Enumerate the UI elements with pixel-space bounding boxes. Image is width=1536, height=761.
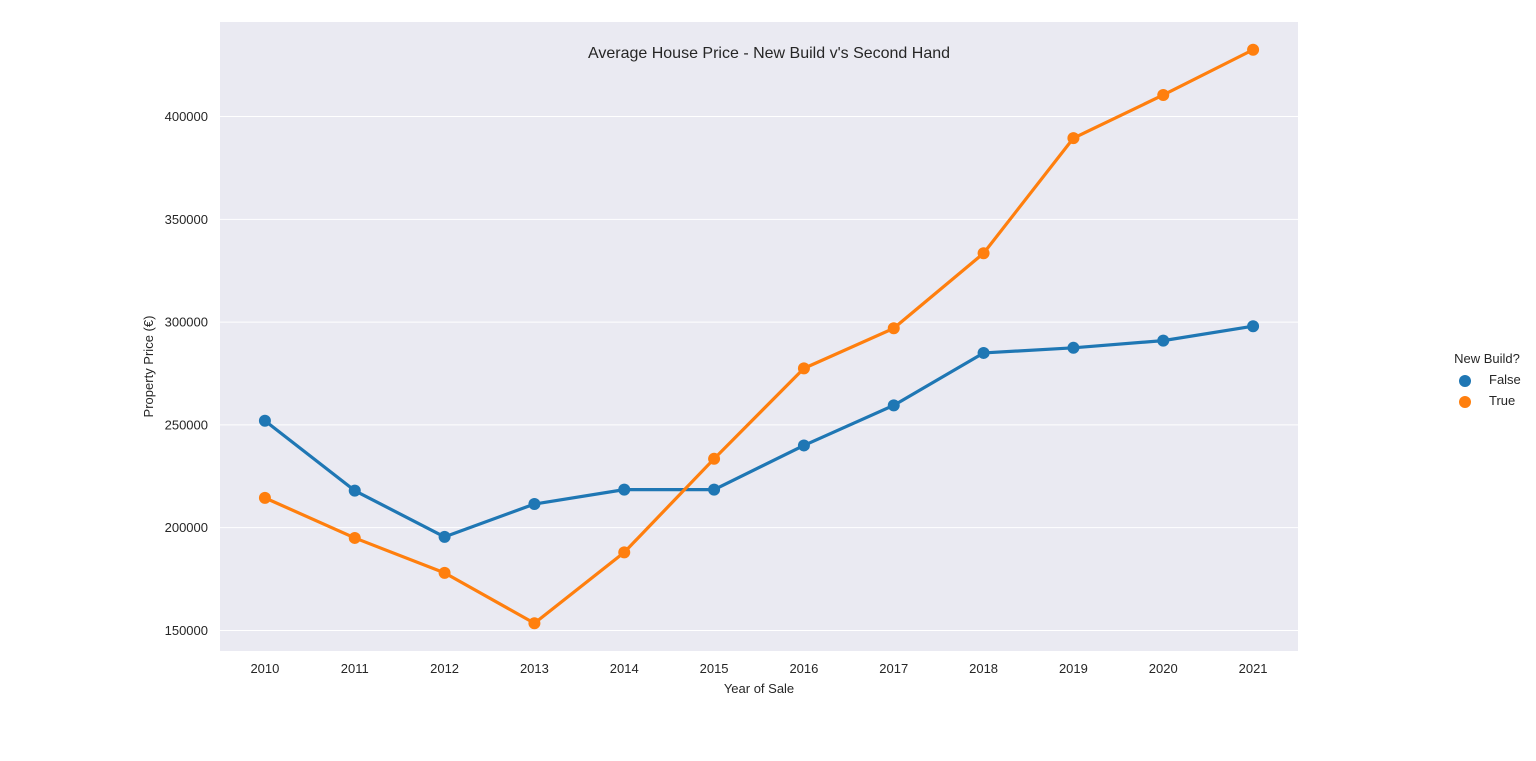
- legend-item: True: [1459, 393, 1515, 408]
- x-tick-label: 2013: [520, 661, 549, 676]
- data-point: [797, 362, 810, 375]
- x-tick-label: 2015: [700, 661, 729, 676]
- data-point: [977, 247, 990, 260]
- data-point: [348, 531, 361, 544]
- series-false: [258, 320, 1260, 543]
- series-line: [263, 324, 1255, 539]
- data-point: [438, 566, 451, 579]
- data-point: [438, 530, 451, 543]
- data-point: [258, 414, 271, 427]
- data-point: [1157, 88, 1170, 101]
- y-tick-label: 350000: [165, 212, 208, 227]
- x-tick-label: 2020: [1149, 661, 1178, 676]
- y-tick-label: 300000: [165, 315, 208, 330]
- data-point: [708, 452, 721, 465]
- x-axis-ticks: 2010 2011 2012 2013 2014 2015 2016 2017 2018 2019…: [250, 661, 1267, 676]
- data-point: [618, 546, 631, 559]
- legend: New Build? False True: [1454, 351, 1521, 408]
- series-true: [258, 43, 1260, 630]
- series-line: [263, 48, 1255, 625]
- y-tick-label: 400000: [165, 109, 208, 124]
- legend-label: True: [1489, 393, 1515, 408]
- data-point: [348, 484, 361, 497]
- x-tick-label: 2011: [341, 661, 369, 676]
- data-point: [618, 483, 631, 496]
- series-layer: [258, 43, 1260, 630]
- data-point: [708, 483, 721, 496]
- data-point: [1247, 320, 1260, 333]
- chart-title: Average House Price - New Build v's Seco…: [588, 45, 950, 62]
- legend-label: False: [1489, 372, 1521, 387]
- y-axis-label: Property Price (€): [141, 316, 156, 418]
- x-tick-label: 2010: [250, 661, 279, 676]
- x-tick-label: 2021: [1239, 661, 1268, 676]
- x-tick-label: 2012: [430, 661, 459, 676]
- x-tick-label: 2016: [789, 661, 818, 676]
- x-tick-label: 2017: [879, 661, 908, 676]
- data-point: [528, 498, 541, 511]
- data-point: [1157, 334, 1170, 347]
- data-point: [1247, 43, 1260, 56]
- data-point: [887, 322, 900, 335]
- data-point: [887, 399, 900, 412]
- y-axis-ticks: 150000 200000 250000 300000 350000 400000: [165, 109, 208, 638]
- y-tick-label: 150000: [165, 623, 208, 638]
- data-point: [977, 346, 990, 359]
- data-point: [528, 617, 541, 630]
- data-point: [1067, 132, 1080, 145]
- data-point: [797, 439, 810, 452]
- x-tick-label: 2018: [969, 661, 998, 676]
- x-tick-label: 2019: [1059, 661, 1088, 676]
- data-point: [258, 491, 271, 504]
- x-axis-label: Year of Sale: [724, 681, 794, 696]
- data-point: [1067, 341, 1080, 354]
- y-tick-label: 250000: [165, 417, 208, 432]
- plot-area: [220, 22, 1298, 651]
- legend-title: New Build?: [1454, 351, 1520, 366]
- legend-marker: [1459, 375, 1471, 387]
- legend-items: False True: [1459, 372, 1521, 408]
- x-tick-label: 2014: [610, 661, 639, 676]
- y-tick-label: 200000: [165, 520, 208, 535]
- legend-item: False: [1459, 372, 1521, 387]
- legend-marker: [1459, 396, 1471, 408]
